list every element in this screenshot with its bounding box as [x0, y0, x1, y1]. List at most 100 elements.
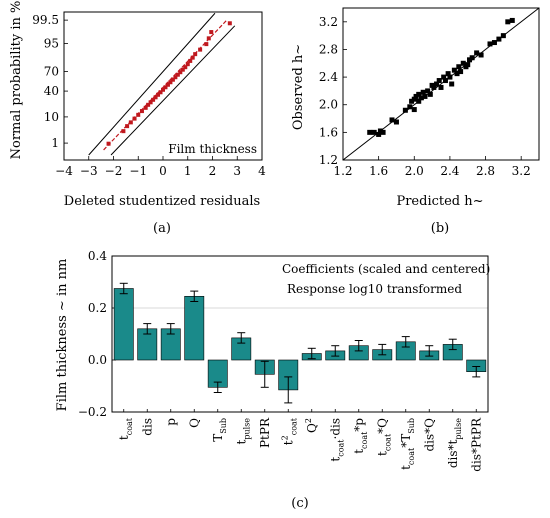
panel-c-category-label: tcoat*Q: [375, 418, 392, 456]
panel-c-category-label: dis*Q: [422, 418, 436, 452]
panel-b-frame: [342, 7, 540, 161]
panel-c-category-label: tcoat: [117, 417, 134, 440]
panel-b-point: [371, 129, 377, 135]
panel-b-point: [456, 64, 462, 70]
panel-b-ytick-label: 2.8: [319, 42, 338, 56]
panel-b-point: [505, 19, 511, 25]
panel-b-point: [431, 84, 437, 90]
panel-a-point: [139, 109, 144, 114]
panel-c-ytick-label: 0.2: [88, 301, 107, 315]
panel-c-category-label: t2coat: [280, 417, 298, 445]
panel-a-point: [125, 124, 130, 129]
panel-a-xlabel: Deleted studentized residuals: [64, 194, 260, 209]
panel-b-label: (b): [431, 221, 449, 236]
panel-a-point: [204, 42, 209, 47]
panel-b-point: [407, 104, 413, 110]
panel-b-ytick-label: 2.4: [319, 70, 338, 84]
panel-b-point: [445, 71, 451, 77]
panel-b-chart: Observed h~ Predicted h~ (b) 1.2 1.6 2.0 2.…: [291, 7, 540, 236]
panel-a-point: [170, 77, 175, 82]
panel-b-point: [416, 91, 422, 97]
panel-b-point: [389, 117, 395, 123]
panel-a-label: (a): [153, 221, 171, 236]
panel-b-point: [438, 84, 444, 90]
panel-a-xtick-label: −3: [80, 164, 98, 178]
panel-b-point: [420, 89, 426, 95]
panel-b-point: [367, 129, 373, 135]
panel-b-ytick-label: 3.2: [319, 15, 338, 29]
panel-a-point: [185, 62, 190, 67]
panel-b-point: [441, 74, 447, 80]
panel-c-category-label: tcoat*TSub: [399, 418, 416, 470]
panel-b-point: [469, 55, 475, 61]
panel-a-point: [165, 82, 170, 87]
panel-c-ytick-label: 0.4: [88, 249, 107, 263]
panel-a-point: [148, 100, 153, 105]
panel-a-point: [209, 30, 214, 35]
panel-b-point: [377, 128, 383, 134]
panel-c-ytick-label: −0.2: [78, 405, 107, 419]
panel-b-ytick-label: 1.2: [319, 153, 338, 167]
panel-c-category-label: Q: [187, 418, 201, 428]
panel-c-category-label: dis: [140, 418, 154, 436]
panel-a-point: [143, 105, 148, 110]
panel-c-chart: Film thickness ~ in nm Coefficients (sca…: [55, 249, 490, 511]
panel-b-point: [418, 95, 424, 101]
panel-a-point: [106, 141, 111, 146]
panel-b-xtick-label: 2.0: [405, 164, 424, 178]
panel-a-ytick-label: 10: [44, 110, 59, 124]
panel-b-xlabel: Predicted h~: [396, 194, 483, 209]
panel-a-point: [188, 58, 193, 63]
panel-c-category-label: tpulse: [234, 418, 251, 445]
panel-b-point: [376, 131, 382, 137]
panel-b-point: [427, 91, 433, 97]
panel-a-xtick-label: −4: [55, 164, 73, 178]
panel-a-xtick-label: 1: [184, 164, 192, 178]
panel-a-xtick-label: 4: [258, 164, 266, 178]
panel-b-point: [447, 74, 453, 80]
panel-c-ylabel: Film thickness ~ in nm: [55, 259, 70, 412]
panel-a-xtick-label: 0: [159, 164, 167, 178]
panel-c-category-label: p: [164, 418, 178, 426]
panel-b-point: [478, 52, 484, 58]
panel-a-confidence-line: [110, 25, 236, 156]
panel-a-point: [178, 70, 183, 75]
panel-a-point: [180, 67, 185, 72]
panel-a-ylabel: Normal probability in %: [9, 1, 24, 160]
panel-a-point: [121, 129, 126, 134]
panel-b-ytick-label: 1.6: [319, 125, 338, 139]
panel-c-category-label: dis*tpulse: [446, 418, 463, 468]
panel-b-point: [411, 96, 417, 102]
panel-a-point: [136, 112, 141, 117]
panel-b-xtick-label: 1.2: [333, 164, 352, 178]
panel-a-ytick-label: 70: [44, 65, 59, 79]
panel-a-point: [183, 65, 188, 70]
panel-a-frame: [63, 11, 263, 161]
panel-c-frame: [111, 255, 489, 413]
panel-c-category-label: TSub: [211, 418, 228, 442]
panel-a-ytick-label: 40: [44, 84, 59, 98]
panel-b-point: [487, 41, 493, 47]
panel-a-point: [227, 21, 232, 26]
panel-c-category-label: tcoat*p: [352, 418, 369, 454]
panel-b-point: [500, 33, 506, 39]
panel-b-point: [467, 57, 473, 63]
panel-c-label: (c): [291, 496, 308, 511]
panel-a-point: [153, 95, 158, 100]
panel-b-point: [409, 98, 415, 104]
panel-a-point: [168, 80, 173, 85]
panel-c-category-label: Q2: [304, 418, 319, 433]
panel-b-point: [413, 93, 419, 99]
panel-b-point: [460, 60, 466, 66]
panel-b-point: [434, 81, 440, 87]
panel-b-point: [465, 62, 471, 68]
panel-a-point: [161, 87, 165, 92]
panel-a-ytick-label: 95: [44, 36, 59, 50]
panel-b-point: [491, 40, 497, 46]
panel-b-point: [380, 129, 386, 135]
panel-c-note-2: Response log10 transformed: [287, 282, 462, 296]
panel-b-point: [442, 78, 448, 84]
panel-a-point: [175, 72, 180, 77]
panel-c-ytick-label: 0.0: [88, 353, 107, 367]
